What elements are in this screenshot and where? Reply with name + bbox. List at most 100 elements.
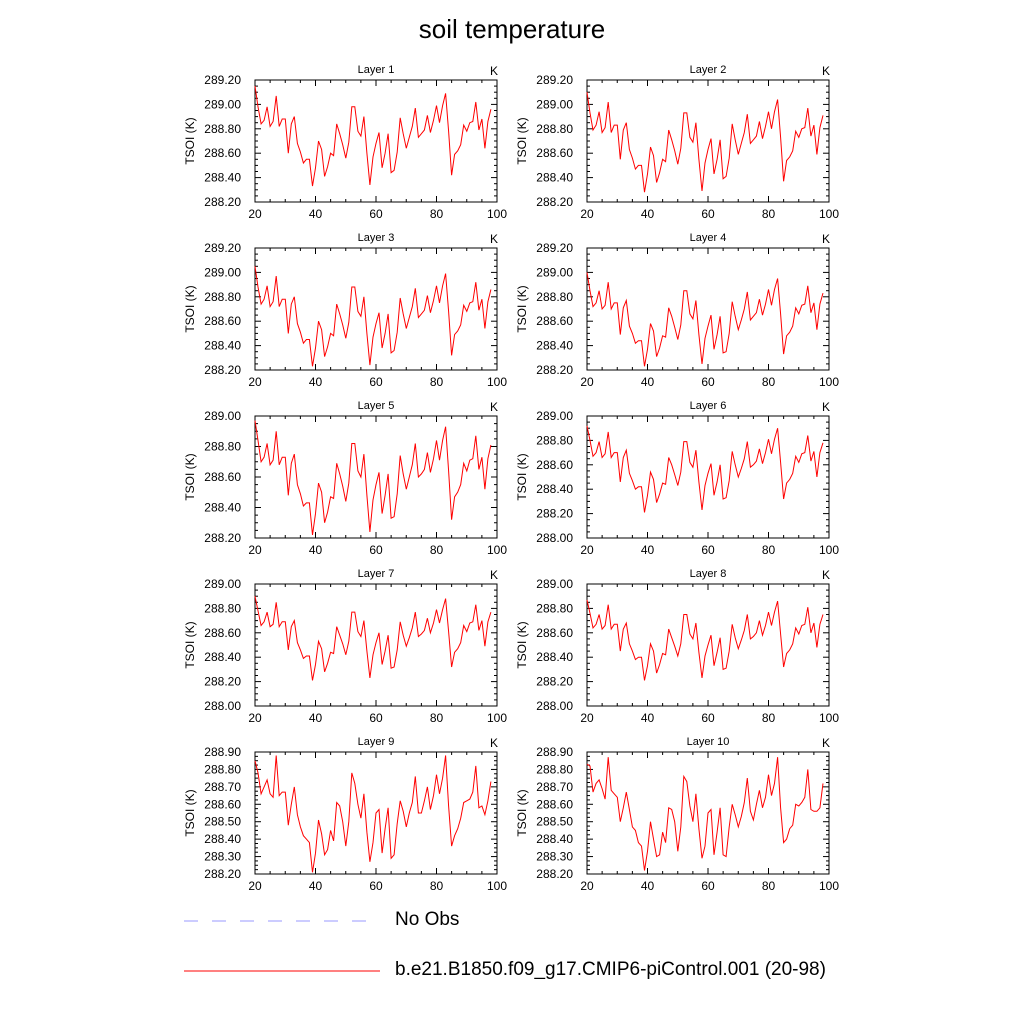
y-tick-label: 288.60 xyxy=(536,146,573,160)
y-tick-label: 288.40 xyxy=(536,171,573,185)
y-tick-label: 288.20 xyxy=(536,675,573,689)
x-tick-label: 40 xyxy=(309,543,323,557)
x-tick-label: 60 xyxy=(369,543,383,557)
panel-unit-label: K xyxy=(822,568,830,582)
panel-layer-2: 289.20 289.00 288.80 288.60 288.40 288.20 20 40… xyxy=(515,64,839,221)
y-tick-label: 289.00 xyxy=(536,409,573,423)
y-tick-label: 288.40 xyxy=(536,482,573,496)
y-tick-label: 288.40 xyxy=(204,650,241,664)
y-tick-label: 288.20 xyxy=(536,195,573,209)
series-line xyxy=(254,596,492,681)
panel-title: Layer 7 xyxy=(358,568,395,580)
chart-title: soil temperature xyxy=(418,14,606,44)
panel-unit-label: K xyxy=(822,736,830,750)
y-tick-label: 288.90 xyxy=(204,745,241,759)
x-tick-label: 60 xyxy=(369,375,383,389)
y-tick-label: 289.00 xyxy=(204,577,241,591)
series-line xyxy=(586,425,824,513)
y-tick-label: 288.40 xyxy=(204,832,241,846)
y-tick-label: 289.00 xyxy=(204,409,241,423)
x-tick-label: 60 xyxy=(369,711,383,725)
x-tick-label: 100 xyxy=(487,207,507,221)
y-tick-label: 288.60 xyxy=(536,797,573,811)
x-tick-label: 80 xyxy=(430,543,444,557)
panel-unit-label: K xyxy=(490,400,498,414)
x-tick-label: 80 xyxy=(430,207,444,221)
x-tick-label: 80 xyxy=(430,375,444,389)
y-tick-label: 289.00 xyxy=(536,265,573,279)
panel-layer-10: 288.90 288.80 288.70 288.60 288.50 288.40 288.… xyxy=(515,736,839,893)
x-tick-label: 40 xyxy=(641,879,655,893)
y-tick-label: 288.80 xyxy=(536,762,573,776)
series-line xyxy=(254,266,492,367)
x-tick-label: 40 xyxy=(309,879,323,893)
y-tick-label: 288.40 xyxy=(204,501,241,515)
y-axis-label: TSOI (K) xyxy=(183,453,197,500)
y-tick-label: 288.40 xyxy=(536,339,573,353)
panel-layer-9: 288.90 288.80 288.70 288.60 288.50 288.40 288.… xyxy=(183,736,507,893)
series-line xyxy=(254,755,492,873)
y-tick-label: 289.20 xyxy=(536,241,573,255)
y-tick-label: 288.80 xyxy=(204,122,241,136)
y-tick-label: 288.30 xyxy=(204,850,241,864)
y-axis-label: TSOI (K) xyxy=(183,285,197,332)
panel-layer-8: 289.00 288.80 288.60 288.40 288.20 288.00 20 40… xyxy=(515,568,839,725)
y-tick-label: 288.80 xyxy=(204,762,241,776)
y-tick-label: 288.00 xyxy=(536,531,573,545)
y-axis-label: TSOI (K) xyxy=(515,285,529,332)
y-tick-label: 288.90 xyxy=(536,745,573,759)
y-tick-label: 288.60 xyxy=(204,314,241,328)
panel-unit-label: K xyxy=(822,400,830,414)
y-tick-label: 288.60 xyxy=(204,470,241,484)
series-line xyxy=(254,86,492,187)
panel-title: Layer 5 xyxy=(358,400,395,412)
x-tick-label: 40 xyxy=(641,711,655,725)
x-tick-label: 20 xyxy=(248,711,262,725)
x-tick-label: 40 xyxy=(309,375,323,389)
x-tick-label: 40 xyxy=(641,375,655,389)
y-tick-label: 288.40 xyxy=(536,650,573,664)
y-tick-label: 288.40 xyxy=(204,339,241,353)
panel-layer-6: 289.00 288.80 288.60 288.40 288.20 288.00 20 40… xyxy=(515,400,839,557)
series-line xyxy=(586,272,824,367)
x-tick-label: 100 xyxy=(487,543,507,557)
y-tick-label: 288.20 xyxy=(204,531,241,545)
panel-unit-label: K xyxy=(822,64,830,78)
y-tick-label: 288.80 xyxy=(536,122,573,136)
y-tick-label: 288.80 xyxy=(536,290,573,304)
x-tick-label: 20 xyxy=(580,711,594,725)
y-tick-label: 288.70 xyxy=(536,780,573,794)
x-tick-label: 80 xyxy=(762,879,776,893)
y-tick-label: 288.60 xyxy=(536,458,573,472)
x-tick-label: 80 xyxy=(762,207,776,221)
x-tick-label: 100 xyxy=(487,375,507,389)
y-axis-label: TSOI (K) xyxy=(515,621,529,668)
x-tick-label: 100 xyxy=(819,375,839,389)
x-tick-label: 20 xyxy=(580,375,594,389)
y-tick-label: 288.60 xyxy=(536,626,573,640)
y-tick-label: 289.00 xyxy=(204,265,241,279)
x-tick-label: 40 xyxy=(641,207,655,221)
x-tick-label: 100 xyxy=(487,879,507,893)
series-line xyxy=(586,599,824,681)
y-axis-label: TSOI (K) xyxy=(515,789,529,836)
x-tick-label: 80 xyxy=(762,375,776,389)
y-tick-label: 288.80 xyxy=(204,440,241,454)
panel-title: Layer 6 xyxy=(690,400,727,412)
y-tick-label: 288.00 xyxy=(204,699,241,713)
panel-layer-1: 289.20 289.00 288.80 288.60 288.40 288.20 20 40… xyxy=(183,64,507,221)
y-tick-label: 289.20 xyxy=(536,73,573,87)
panel-layer-5: 289.00 288.80 288.60 288.40 288.20 20 40 60 80 10… xyxy=(183,400,507,557)
x-tick-label: 60 xyxy=(701,375,715,389)
y-tick-label: 288.60 xyxy=(204,146,241,160)
y-axis-label: TSOI (K) xyxy=(515,453,529,500)
x-tick-label: 100 xyxy=(819,879,839,893)
x-tick-label: 60 xyxy=(369,207,383,221)
x-tick-label: 20 xyxy=(580,543,594,557)
x-tick-label: 100 xyxy=(487,711,507,725)
y-tick-label: 288.00 xyxy=(536,699,573,713)
x-tick-label: 60 xyxy=(369,879,383,893)
panel-title: Layer 8 xyxy=(690,568,727,580)
x-tick-label: 20 xyxy=(580,879,594,893)
